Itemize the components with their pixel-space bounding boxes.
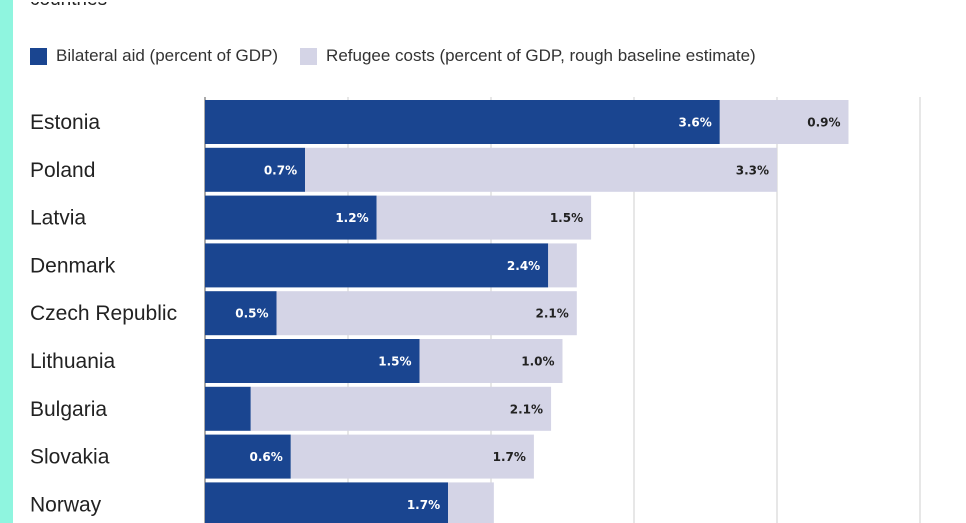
bar-segment-refugee [419, 339, 563, 383]
bar-segment-aid [205, 386, 251, 431]
bar-segment-aid [205, 100, 720, 144]
bar-segment-aid [205, 147, 306, 192]
category-label: Estonia [30, 111, 100, 134]
data-label-refugee: 2.1% [536, 307, 569, 321]
bar-segment-refugee [548, 243, 577, 288]
category-label: Bulgaria [30, 398, 107, 421]
category-label: Norway [30, 493, 102, 516]
bar-segment-refugee [290, 434, 534, 479]
bar-segment-refugee [276, 291, 577, 336]
data-label-refugee: 1.7% [493, 450, 526, 464]
legend-label-aid: Bilateral aid (percent of GDP) [56, 46, 279, 65]
bar-segment-refugee [719, 100, 849, 144]
chart-subtitle-text: countries [30, 2, 107, 10]
chart-subtitle-cropped: countries [30, 2, 107, 24]
data-label-refugee: 1.0% [521, 355, 554, 369]
category-label: Poland [30, 159, 95, 182]
legend-swatch-refugee [300, 47, 318, 65]
legend-label-refugee: Refugee costs (percent of GDP, rough bas… [326, 46, 756, 65]
bar-segment-refugee [250, 386, 552, 431]
data-label-aid: 0.7% [264, 163, 297, 177]
data-label-aid: 1.5% [378, 355, 411, 369]
category-label: Lithuania [30, 350, 116, 373]
data-label-aid: 0.6% [250, 450, 283, 464]
category-label: Latvia [30, 207, 86, 230]
bar-segment-aid [205, 434, 291, 479]
data-label-refugee: 1.5% [550, 211, 583, 225]
data-label-refugee: 0.9% [807, 116, 840, 130]
chart-legend: Bilateral aid (percent of GDP) Refugee c… [30, 44, 778, 68]
bar-segment-aid [205, 339, 420, 383]
data-label-refugee: 2.1% [510, 402, 543, 416]
category-label: Slovakia [30, 446, 110, 469]
category-label: Denmark [30, 254, 116, 277]
data-label-aid: 3.6% [679, 116, 712, 130]
data-label-aid: 0.5% [235, 307, 268, 321]
left-edge-strip [0, 0, 13, 523]
bar-segment-aid [205, 482, 449, 523]
bar-segment-aid [205, 195, 377, 240]
bar-segment-refugee [448, 482, 494, 523]
legend-item-refugee: Refugee costs (percent of GDP, rough bas… [300, 46, 756, 66]
bar-segment-refugee [376, 195, 592, 240]
category-label: Czech Republic [30, 302, 177, 325]
data-label-aid: 1.2% [335, 211, 368, 225]
bar-segment-aid [205, 291, 277, 336]
bar-segment-aid [205, 243, 549, 288]
data-label-aid: 1.7% [407, 498, 440, 512]
data-label-aid: 2.4% [507, 259, 540, 273]
legend-swatch-aid [30, 47, 47, 65]
data-label-refugee: 3.3% [736, 163, 769, 177]
bar-segment-refugee [305, 147, 777, 192]
legend-item-aid: Bilateral aid (percent of GDP) [30, 46, 278, 66]
